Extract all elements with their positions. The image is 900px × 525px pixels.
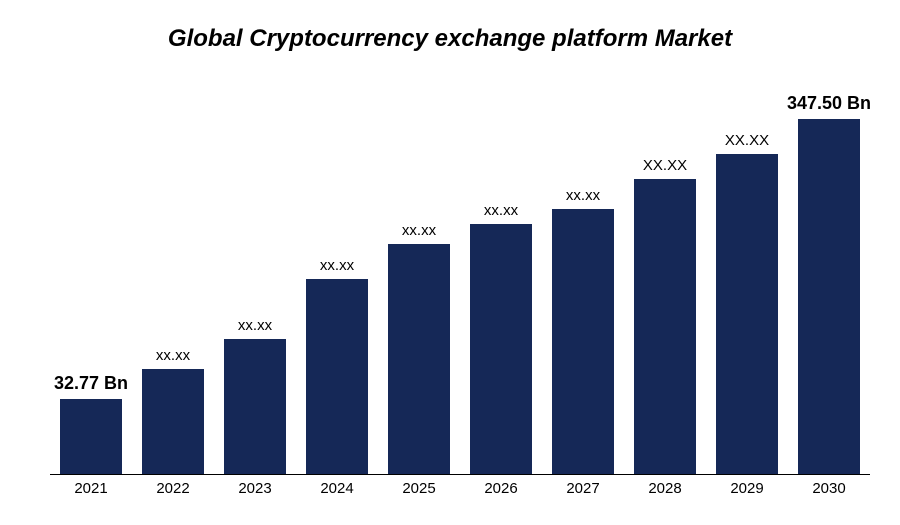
x-label-5: 2026 bbox=[470, 480, 532, 497]
bar-group-1: xx.xx bbox=[142, 369, 204, 474]
bar-label-1: xx.xx bbox=[113, 347, 233, 364]
bar-group-5: xx.xx bbox=[470, 224, 532, 474]
chart-plot-area: 32.77 Bn xx.xx xx.xx xx.xx xx.xx xx.xx x… bbox=[50, 80, 870, 475]
bar-label-3: xx.xx bbox=[277, 257, 397, 274]
bar-6 bbox=[552, 209, 614, 474]
bar-label-4: xx.xx bbox=[359, 222, 479, 239]
x-label-1: 2022 bbox=[142, 480, 204, 497]
x-label-2: 2023 bbox=[224, 480, 286, 497]
bar-3 bbox=[306, 279, 368, 474]
bar-group-2: xx.xx bbox=[224, 339, 286, 474]
bar-label-9: 347.50 Bn bbox=[769, 93, 889, 114]
bar-label-2: xx.xx bbox=[195, 317, 315, 334]
bar-group-0: 32.77 Bn bbox=[60, 399, 122, 474]
x-label-6: 2027 bbox=[552, 480, 614, 497]
bar-label-7: XX.XX bbox=[605, 157, 725, 174]
bar-group-9: 347.50 Bn bbox=[798, 119, 860, 474]
bar-8 bbox=[716, 154, 778, 474]
bar-2 bbox=[224, 339, 286, 474]
bar-label-8: XX.XX bbox=[687, 132, 807, 149]
bar-label-5: xx.xx bbox=[441, 202, 561, 219]
bar-group-6: xx.xx bbox=[552, 209, 614, 474]
x-label-7: 2028 bbox=[634, 480, 696, 497]
x-label-3: 2024 bbox=[306, 480, 368, 497]
bar-7 bbox=[634, 179, 696, 474]
bar-group-3: xx.xx bbox=[306, 279, 368, 474]
bar-4 bbox=[388, 244, 450, 474]
bar-0 bbox=[60, 399, 122, 474]
x-label-4: 2025 bbox=[388, 480, 450, 497]
x-label-9: 2030 bbox=[798, 480, 860, 497]
bar-9 bbox=[798, 119, 860, 474]
bar-group-8: XX.XX bbox=[716, 154, 778, 474]
bar-5 bbox=[470, 224, 532, 474]
x-axis: 2021 2022 2023 2024 2025 2026 2027 2028 … bbox=[50, 480, 870, 505]
bar-label-0: 32.77 Bn bbox=[31, 373, 151, 394]
chart-title: Global Cryptocurrency exchange platform … bbox=[0, 0, 900, 63]
x-label-8: 2029 bbox=[716, 480, 778, 497]
bar-1 bbox=[142, 369, 204, 474]
bar-group-7: XX.XX bbox=[634, 179, 696, 474]
x-label-0: 2021 bbox=[60, 480, 122, 497]
bar-group-4: xx.xx bbox=[388, 244, 450, 474]
bar-label-6: xx.xx bbox=[523, 187, 643, 204]
